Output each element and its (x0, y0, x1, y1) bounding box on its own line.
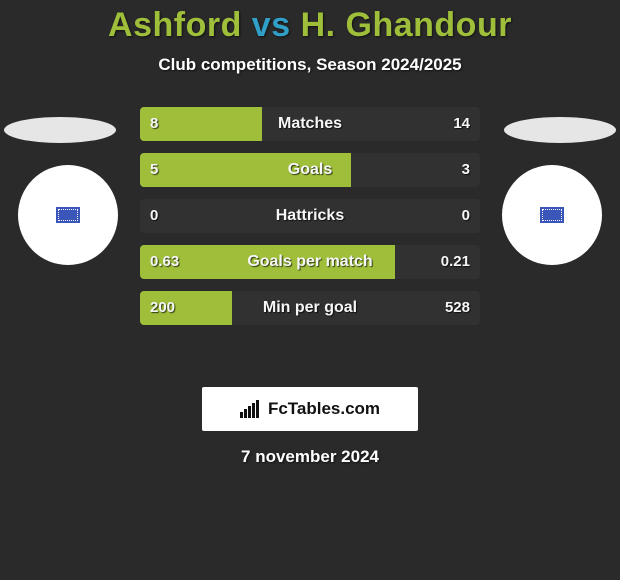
player1-club-circle (18, 165, 118, 265)
stat-value-left: 8 (150, 107, 158, 141)
player2-avatar-oval (504, 117, 616, 143)
date-text: 7 november 2024 (0, 447, 620, 467)
brand-box: FcTables.com (202, 387, 418, 431)
title-vs: vs (252, 6, 291, 44)
stat-row: 200528Min per goal (140, 291, 480, 325)
stat-row: 814Matches (140, 107, 480, 141)
flag-icon (540, 207, 564, 223)
stat-bar-right (351, 153, 480, 187)
stat-value-right: 0 (462, 199, 470, 233)
brand-text: FcTables.com (268, 399, 380, 419)
title-player2: H. Ghandour (301, 6, 512, 44)
stat-row: 53Goals (140, 153, 480, 187)
stat-row: 00Hattricks (140, 199, 480, 233)
stat-value-left: 200 (150, 291, 175, 325)
stat-bar-right (262, 107, 480, 141)
title-player1: Ashford (108, 6, 242, 44)
stat-bar-right (232, 291, 480, 325)
stat-row: 0.630.21Goals per match (140, 245, 480, 279)
chart-icon (240, 400, 262, 418)
page-title: Ashford vs H. Ghandour (0, 0, 620, 45)
stat-value-left: 0 (150, 199, 158, 233)
flag-icon (56, 207, 80, 223)
stat-value-right: 528 (445, 291, 470, 325)
stat-value-left: 5 (150, 153, 158, 187)
stat-value-right: 14 (453, 107, 470, 141)
stat-value-right: 3 (462, 153, 470, 187)
stat-value-left: 0.63 (150, 245, 179, 279)
player2-club-circle (502, 165, 602, 265)
subtitle: Club competitions, Season 2024/2025 (0, 55, 620, 75)
player1-avatar-oval (4, 117, 116, 143)
stat-bar-left (140, 153, 351, 187)
stat-value-right: 0.21 (441, 245, 470, 279)
stat-bar-left (140, 107, 262, 141)
stat-bar-left (140, 199, 480, 233)
stat-bars: 814Matches53Goals00Hattricks0.630.21Goal… (140, 107, 480, 337)
